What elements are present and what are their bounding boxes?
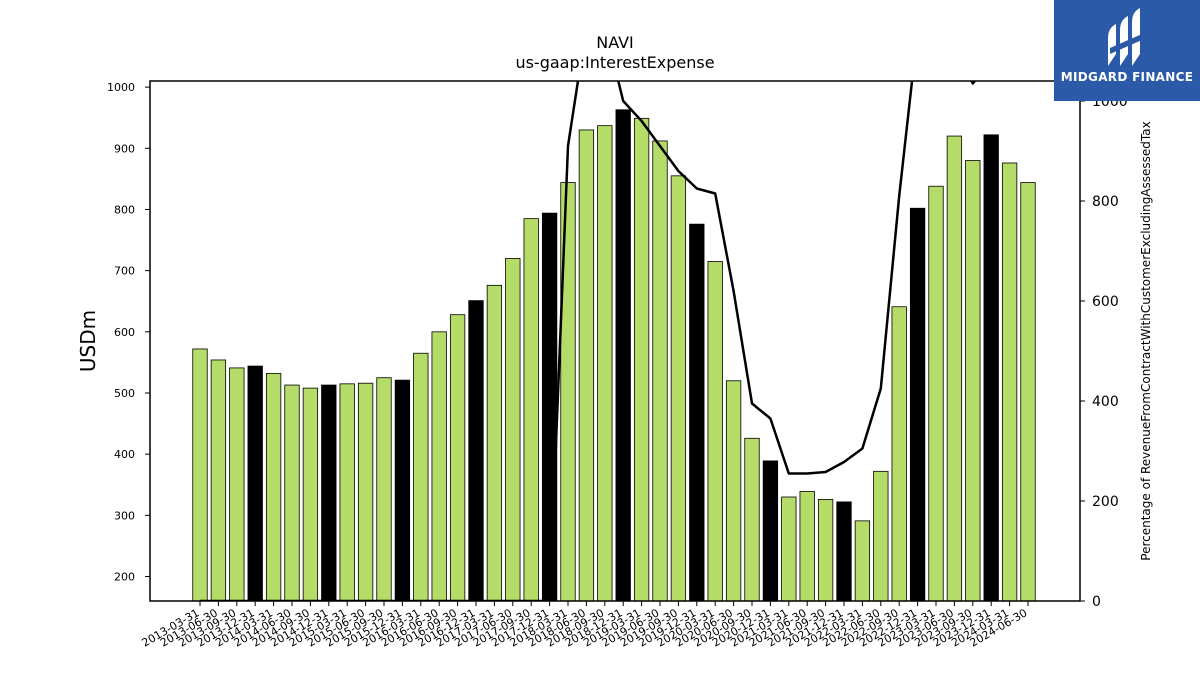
y2-tick-label: 400 [1092, 394, 1119, 410]
y-axis-left: 200 300 400 500 600 700 800 900 1000 [107, 81, 150, 584]
chart-title: NAVI [596, 33, 634, 52]
bar [707, 261, 723, 602]
bar [873, 470, 889, 602]
brand-name: MIDGARD FINANCE [1060, 70, 1194, 84]
bar [541, 212, 558, 602]
bar [744, 437, 760, 602]
chart-subtitle: us-gaap:InterestExpense [515, 53, 714, 72]
bar [615, 109, 631, 602]
y-tick-label: 700 [114, 265, 135, 278]
plot-frame [149, 80, 1081, 602]
bar [523, 218, 539, 602]
bar [192, 348, 208, 602]
bar [799, 491, 815, 602]
y2-tick-label: 800 [1092, 194, 1119, 210]
bar [468, 300, 484, 602]
y2-axis-label: Percentage of RevenueFromContractWithCus… [1139, 121, 1153, 560]
brand-logo: MIDGARD FINANCE [1054, 0, 1200, 101]
bar [909, 207, 926, 602]
bar [928, 185, 944, 602]
y-tick-label: 800 [114, 203, 135, 216]
bar [413, 352, 429, 602]
y-tick-label: 300 [114, 509, 135, 522]
bar [229, 367, 245, 602]
bar [817, 499, 834, 602]
y-tick-label: 600 [114, 326, 135, 339]
bar [302, 387, 319, 602]
bar-series [192, 109, 1036, 602]
y2-tick-label: 600 [1092, 294, 1119, 310]
bar [725, 380, 742, 602]
y2-tick-label: 200 [1092, 494, 1119, 510]
bar [394, 379, 411, 602]
bar [891, 306, 907, 602]
bar [486, 284, 503, 602]
bar [376, 377, 392, 602]
bar [633, 117, 650, 602]
y-tick-label: 400 [114, 448, 135, 461]
line-series [200, 81, 977, 601]
bar [983, 134, 999, 602]
midgard-logo-icon [1108, 8, 1142, 66]
y-tick-label: 900 [114, 142, 135, 155]
bar [265, 373, 282, 602]
bar [1020, 182, 1036, 602]
bar [689, 223, 705, 602]
bar [670, 175, 687, 602]
y-tick-label: 500 [114, 387, 135, 400]
line-path [200, 81, 977, 601]
bar [781, 496, 797, 602]
bar [965, 160, 981, 602]
bar [946, 135, 963, 602]
y-tick-label: 200 [114, 571, 135, 584]
bar [339, 383, 355, 602]
bar [284, 384, 300, 602]
y2-tick-label: 0 [1092, 594, 1101, 610]
bar [652, 140, 668, 602]
bar [449, 314, 466, 602]
x-axis: 2013-03-312013-06-302013-09-302013-12-31… [140, 601, 1030, 650]
bar [247, 365, 263, 602]
bar [578, 129, 595, 602]
bar [210, 359, 227, 602]
bar [431, 331, 447, 602]
bar [854, 520, 871, 602]
y-axis-label: USDm [76, 310, 100, 372]
y-tick-label: 1000 [107, 81, 135, 94]
bar [1001, 162, 1018, 602]
bar [762, 460, 779, 602]
bar [836, 501, 852, 602]
bar [505, 258, 521, 602]
bar [357, 382, 374, 602]
bar [321, 384, 337, 602]
bar [597, 125, 613, 602]
